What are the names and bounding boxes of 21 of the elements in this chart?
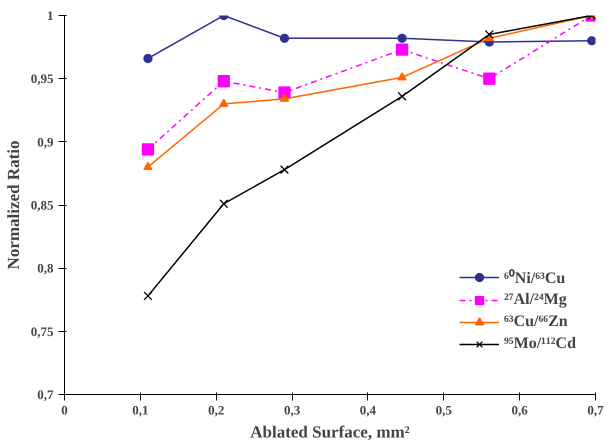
x-tick-label: 0 [61, 402, 68, 418]
y-tick-label: 0,8 [37, 260, 54, 276]
y-tick-label: 1 [47, 8, 54, 23]
y-tick-label: 0,75 [30, 324, 54, 339]
legend-label: ²⁷Al/²⁴Mg [504, 291, 567, 309]
x-tick-label: 0,2 [208, 402, 224, 418]
y-tick-label: 0,7 [37, 387, 54, 402]
x-tick-label: 0,3 [284, 402, 301, 418]
x-axis-title: Ablated Surface, mm² [250, 422, 410, 442]
x-tick-label: 0,1 [132, 402, 148, 418]
x-tick-label: 0,4 [360, 402, 377, 418]
x-tick-label: 0,7 [587, 402, 604, 418]
x-tick-label: 0,5 [436, 402, 452, 418]
legend-label: ⁶⁰Ni/⁶³Cu [504, 268, 566, 288]
y-axis-title: Normalized Ratio [4, 140, 23, 270]
x-tick-label: 0,6 [512, 402, 528, 418]
y-tick-label: 0,9 [37, 134, 54, 150]
y-tick-label: 0,85 [30, 198, 54, 212]
legend-label: ⁹⁵Mo/¹¹²Cd [504, 335, 576, 353]
legend-label: ⁶³Cu/⁶⁶Zn [504, 313, 568, 331]
y-tick-label: 0,95 [30, 71, 54, 86]
